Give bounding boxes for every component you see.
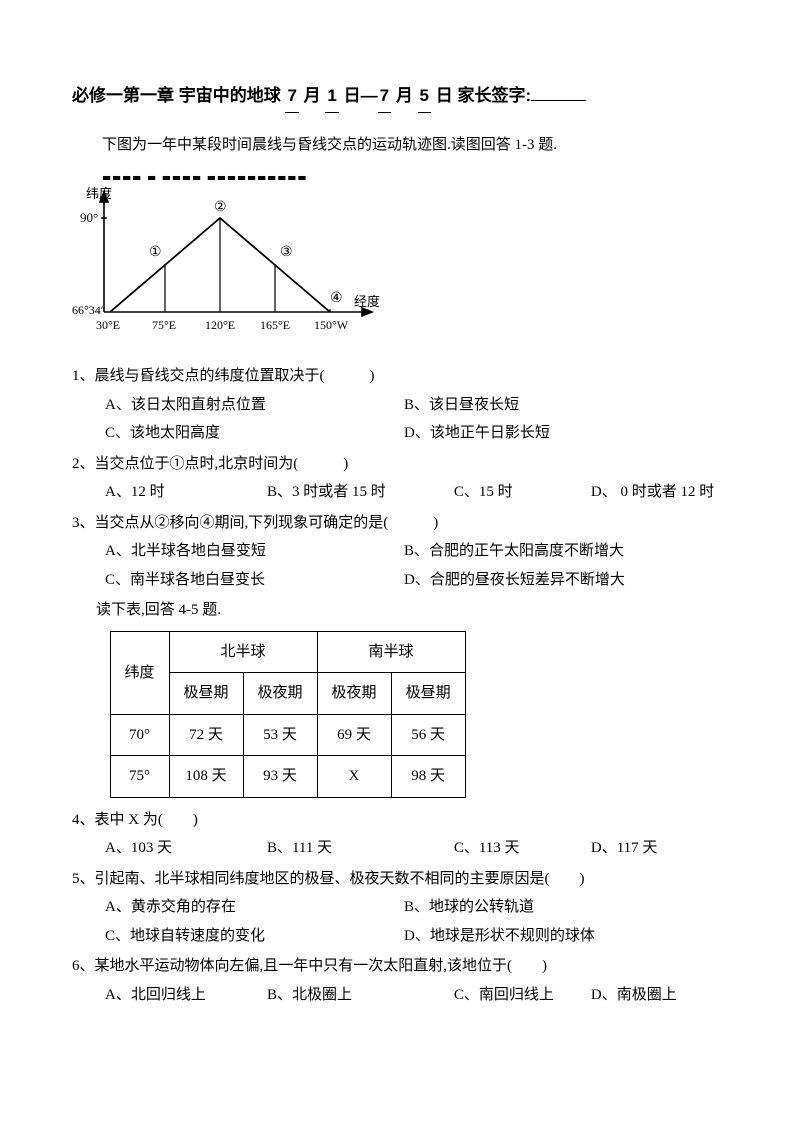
q1-d: D、该地正午日影长短 <box>404 419 703 448</box>
th-south: 南半球 <box>317 631 465 673</box>
q5-d: D、地球是形状不规则的球体 <box>404 922 703 951</box>
q4-d: D、117 天 <box>591 834 728 863</box>
q3-stem: 3、当交点从②移向④期间,下列现象可确定的是( ) <box>72 509 728 538</box>
y-label: 纬度 <box>86 186 112 201</box>
q5-a: A、黄赤交角的存在 <box>105 893 404 922</box>
title-prefix: 必修一第一章 宇宙中的地球 <box>72 86 281 105</box>
q3-a: A、北半球各地白昼变短 <box>105 537 404 566</box>
ytick-6634: 66°34′ <box>72 303 104 317</box>
q3-d: D、合肥的昼夜长短差异不断增大 <box>404 566 703 595</box>
q6-b: B、北极圈上 <box>267 981 454 1010</box>
q1-b: B、该日昼夜长短 <box>404 391 703 420</box>
sub-2: 极夜期 <box>317 673 391 715</box>
q6-a: A、北回归线上 <box>105 981 267 1010</box>
sub-0: 极昼期 <box>169 673 243 715</box>
cell: 75° <box>110 756 169 798</box>
clipped-text: ■■■■ ■ ■■■■ ■■■■■■■■■■. <box>72 166 728 180</box>
cell: 98 天 <box>391 756 465 798</box>
q5-c: C、地球自转速度的变化 <box>105 922 404 951</box>
day-unit-2: 日 <box>436 86 453 105</box>
q2-c: C、15 时 <box>454 478 591 507</box>
q5-b: B、地球的公转轨道 <box>404 893 703 922</box>
page-title: 必修一第一章 宇宙中的地球 7 月 1 日—7 月 5 日 家长签字: <box>72 80 728 113</box>
q6-d: D、南极圈上 <box>591 981 728 1010</box>
context-1-3: 下图为一年中某段时间晨线与昏线交点的运动轨迹图.读图回答 1-3 题. <box>72 131 728 160</box>
pt-4: ④ <box>330 291 343 306</box>
q5-stem: 5、引起南、北半球相同纬度地区的极昼、极夜天数不相同的主要原因是( ) <box>72 865 728 894</box>
q2-stem: 2、当交点位于①点时,北京时间为( ) <box>72 450 728 479</box>
month-1: 7 <box>285 80 298 113</box>
q3-c: C、南半球各地白昼变长 <box>105 566 404 595</box>
q6-c: C、南回归线上 <box>454 981 591 1010</box>
q3-b: B、合肥的正午太阳高度不断增大 <box>404 537 703 566</box>
th-lat: 纬度 <box>110 631 169 714</box>
sig-label: 家长签字: <box>457 86 531 105</box>
cell: X <box>317 756 391 798</box>
pt-1: ① <box>149 245 162 260</box>
q1-stem: 1、晨线与昏线交点的纬度位置取决于( ) <box>72 362 728 391</box>
cell: 72 天 <box>169 714 243 756</box>
x-label: 经度 <box>354 294 380 309</box>
xtick-2: 120°E <box>205 318 235 332</box>
polar-day-night-table: 纬度 北半球 南半球 极昼期 极夜期 极夜期 极昼期 70° 72 天 53 天… <box>110 631 466 798</box>
q4-a: A、103 天 <box>105 834 267 863</box>
month-2: 7 <box>378 80 391 113</box>
xtick-3: 165°E <box>260 318 290 332</box>
ytick-90: 90° <box>80 210 98 225</box>
cell: 93 天 <box>243 756 317 798</box>
table-row: 75° 108 天 93 天 X 98 天 <box>110 756 465 798</box>
xtick-1: 75°E <box>152 318 176 332</box>
cell: 53 天 <box>243 714 317 756</box>
pt-3: ③ <box>280 245 293 260</box>
table-row: 70° 72 天 53 天 69 天 56 天 <box>110 714 465 756</box>
sub-1: 极夜期 <box>243 673 317 715</box>
cell: 56 天 <box>391 714 465 756</box>
terminator-chart: 纬度 经度 90° 66°34′ ① ② ③ ④ 30°E 75°E 120°E… <box>72 184 728 355</box>
xtick-0: 30°E <box>96 318 120 332</box>
month-unit-1: 月 <box>304 86 321 105</box>
dash: — <box>361 86 378 105</box>
q4-c: C、113 天 <box>454 834 591 863</box>
day-1: 1 <box>325 80 338 113</box>
cell: 69 天 <box>317 714 391 756</box>
q1-a: A、该日太阳直射点位置 <box>105 391 404 420</box>
day-unit-1: 日 <box>344 86 361 105</box>
xtick-4: 150°W <box>314 318 349 332</box>
signature-line <box>531 100 586 101</box>
q2-d: D、 0 时或者 12 时 <box>591 478 728 507</box>
q2-b: B、3 时或者 15 时 <box>267 478 454 507</box>
month-unit-2: 月 <box>396 86 413 105</box>
context-4-5: 读下表,回答 4-5 题. <box>72 596 728 625</box>
q6-stem: 6、某地水平运动物体向左偏,且一年中只有一次太阳直射,该地位于( ) <box>72 952 728 981</box>
q4-b: B、111 天 <box>267 834 454 863</box>
q2-a: A、12 时 <box>105 478 267 507</box>
q4-stem: 4、表中 X 为( ) <box>72 806 728 835</box>
day-2: 5 <box>418 80 431 113</box>
sub-3: 极昼期 <box>391 673 465 715</box>
q1-c: C、该地太阳高度 <box>105 419 404 448</box>
cell: 108 天 <box>169 756 243 798</box>
cell: 70° <box>110 714 169 756</box>
th-north: 北半球 <box>169 631 317 673</box>
pt-2: ② <box>214 200 227 215</box>
